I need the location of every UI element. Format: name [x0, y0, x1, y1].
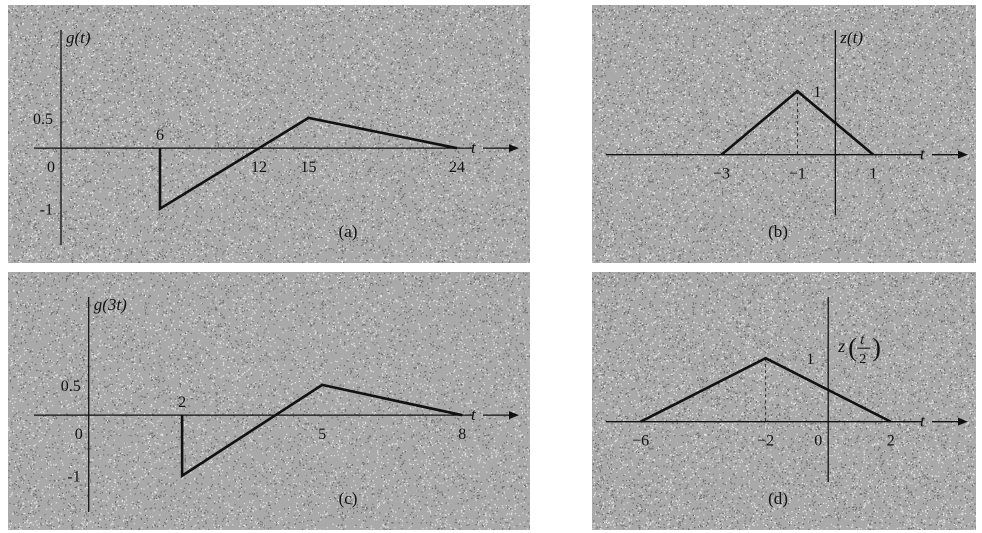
- signal-line: [640, 356, 892, 423]
- speckle-background: [592, 272, 976, 530]
- y-tick-label: 0.5: [33, 111, 53, 128]
- panel-caption: (a): [339, 222, 358, 241]
- signal-line: [180, 383, 463, 479]
- x-axis-arrowhead: [958, 417, 968, 426]
- panel-caption: (d): [768, 489, 788, 508]
- x-tick-label: 15: [301, 159, 317, 176]
- x-axis-arrowhead: [958, 150, 968, 159]
- x-tick-label: 8: [458, 426, 466, 443]
- plot-c: t g(3t) 0.5 -1 0 5 8 2 (c): [34, 295, 519, 512]
- y-tick-label: 1: [813, 84, 821, 101]
- x-axis-label: t: [471, 405, 477, 424]
- y-tick-label: 0.5: [61, 378, 81, 395]
- y-axis-label: g(t): [66, 28, 91, 47]
- speckle-background: [592, 5, 976, 263]
- svg-text:): ): [872, 333, 881, 362]
- plot-d: tz(t2)1−6 −2 0 2(d): [606, 297, 968, 508]
- x-tick-label: 0: [47, 159, 55, 176]
- x-axis-label: t: [920, 145, 926, 164]
- x-tick-label: 5: [318, 426, 326, 443]
- x-tick-label: 24: [449, 159, 465, 176]
- speckle-background: [8, 5, 530, 263]
- svg-text:z: z: [837, 336, 845, 356]
- svg-text:t: t: [860, 333, 865, 348]
- panel-caption: (c): [339, 489, 358, 508]
- y-axis-label: g(3t): [94, 295, 127, 314]
- x-tick-label: 0: [75, 426, 83, 443]
- x-tick-label: −6: [632, 433, 649, 450]
- x-tick-label: 0: [814, 433, 822, 450]
- y-axis-label: z(t): [839, 28, 863, 47]
- plot-a: t g(t) 0.5 -1 0 12 15 24 6 (a): [33, 28, 519, 245]
- panel-caption: (b): [768, 222, 788, 241]
- panel-b: t z(t) 1 −3 −1 1 (b): [592, 5, 976, 263]
- x-tick-label: −2: [757, 433, 774, 450]
- y-tick-label: -1: [67, 469, 80, 486]
- panel-c: t g(3t) 0.5 -1 0 5 8 2 (c): [8, 272, 530, 530]
- signal-line: [720, 89, 875, 156]
- speckle-background: [8, 272, 530, 530]
- x-tick-label: 1: [869, 166, 877, 183]
- y-tick-label: -1: [40, 202, 53, 219]
- svg-text:2: 2: [859, 352, 866, 367]
- x-tick-label: 12: [251, 159, 267, 176]
- x-tick-label: 2: [887, 433, 895, 450]
- signal-line: [158, 116, 458, 212]
- x-axis-arrowhead: [509, 144, 519, 153]
- x-axis-arrowhead: [509, 411, 519, 420]
- annotation-label: 2: [178, 394, 186, 411]
- x-tick-label: −3: [713, 166, 730, 183]
- svg-text:(: (: [848, 333, 857, 362]
- panel-a: t g(t) 0.5 -1 0 12 15 24 6 (a): [8, 5, 530, 263]
- x-tick-label: −1: [789, 166, 806, 183]
- x-axis-label: t: [471, 138, 477, 157]
- y-axis-label: z(t 2): [837, 333, 881, 367]
- y-tick-label: 1: [806, 351, 814, 368]
- annotation-label: 6: [156, 127, 164, 144]
- panel-d: t z(t 2) 1 −6 −2 0 2 (d): [592, 272, 976, 530]
- x-axis-label: t: [920, 412, 926, 431]
- plot-b: t z(t) 1 −3 −1 1 (b): [606, 28, 968, 241]
